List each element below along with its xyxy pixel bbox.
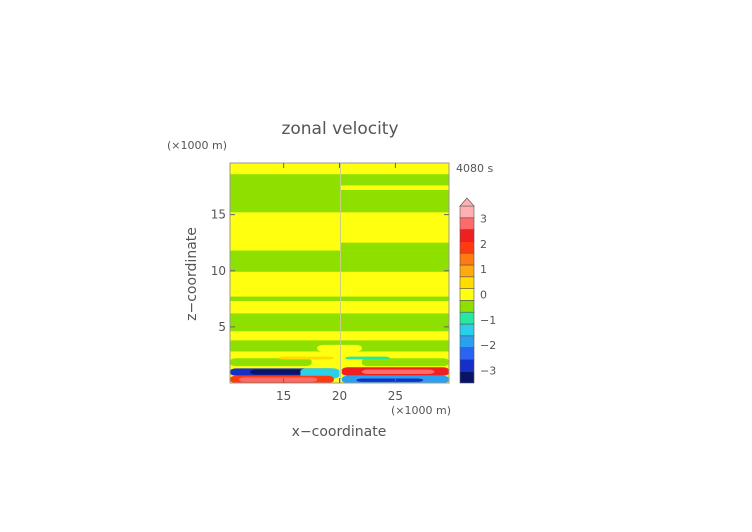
x-tick-label: 20 — [332, 389, 347, 403]
colorbar-segment — [459, 359, 475, 372]
colorbar-tick-label: 2 — [480, 238, 487, 251]
colorbar-tick-label: −3 — [480, 364, 496, 377]
contour-band-6 — [230, 242, 340, 251]
colorbar-segment — [459, 347, 475, 360]
time-label: 4080 s — [456, 162, 493, 175]
contour-feature-11 — [361, 369, 435, 375]
contour-band-5 — [230, 212, 449, 243]
contour-band-2 — [340, 185, 449, 190]
y-axis-label: z−coordinate — [184, 227, 200, 321]
colorbar-segment — [459, 264, 475, 278]
contour-band-4 — [340, 189, 449, 213]
y-axis-ticks: 5 10 15 — [211, 208, 449, 334]
x-tick-label: 15 — [276, 389, 291, 403]
plot-area — [229, 162, 450, 384]
colorbar-tick-label: 3 — [480, 213, 487, 226]
colorbar-segment — [459, 276, 475, 289]
colorbar-tick-label: −1 — [480, 314, 496, 327]
x-axis-ticks: 15 20 25 — [276, 163, 403, 403]
colorbar-segment — [459, 241, 475, 254]
contour-band-12 — [230, 313, 449, 332]
contour-feature-13 — [356, 378, 424, 382]
contour-features — [230, 344, 449, 383]
contour-band-9 — [230, 271, 449, 297]
colorbar-segment — [459, 229, 475, 242]
colorbar-extend-arrow — [459, 197, 475, 207]
contour-feature-9 — [238, 377, 318, 382]
colorbar-segment — [459, 217, 475, 230]
x-tick-label: 25 — [388, 389, 403, 403]
contour-band-3 — [230, 185, 340, 213]
contour-feature-2 — [278, 356, 334, 360]
contour-band-11 — [230, 301, 449, 314]
colorbar-segment — [459, 252, 475, 266]
contour-band-13 — [230, 331, 449, 341]
chart-title: zonal velocity — [281, 119, 398, 139]
colorbar-tick-label: 0 — [480, 289, 487, 302]
colorbar-segment — [459, 205, 475, 219]
contour-band-0 — [230, 163, 449, 175]
colorbar-segment — [459, 323, 475, 337]
contour-band-7 — [340, 242, 449, 251]
colorbar-segment — [459, 335, 475, 348]
contour-bands — [230, 163, 449, 369]
contour-band-1 — [230, 174, 449, 186]
y-tick-label: 10 — [211, 264, 226, 278]
colorbar-segment — [459, 300, 475, 313]
contour-feature-0 — [230, 358, 312, 367]
y-tick-label: 5 — [218, 320, 226, 334]
colorbar: 3 2 1 0 −1 −2 −3 — [459, 197, 496, 384]
colorbar-tick-label: 1 — [480, 263, 487, 276]
contour-band-10 — [230, 296, 449, 302]
contour-band-8 — [230, 250, 449, 272]
colorbar-segment — [459, 370, 475, 384]
colorbar-tick-label: −2 — [480, 339, 496, 352]
y-axis-unit: (×1000 m) — [167, 139, 227, 152]
contour-feature-3 — [345, 356, 390, 360]
x-axis-label: x−coordinate — [292, 424, 387, 440]
x-axis-unit: (×1000 m) — [391, 404, 451, 417]
y-tick-label: 15 — [211, 208, 226, 222]
colorbar-segment — [459, 288, 475, 301]
contour-feature-1 — [361, 358, 449, 367]
colorbar-segment — [459, 311, 475, 325]
contour-feature-4 — [317, 344, 362, 352]
